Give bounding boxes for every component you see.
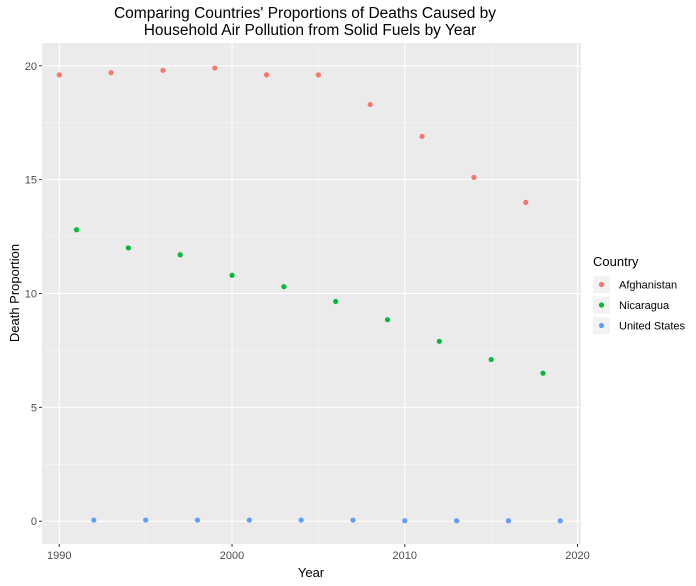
data-point-nicaragua — [125, 245, 131, 251]
legend-marker-united-states — [598, 322, 605, 329]
data-point-united-states — [91, 517, 97, 523]
data-point-nicaragua — [540, 370, 546, 376]
data-point-nicaragua — [281, 284, 287, 290]
y-tick-label: 5 — [31, 402, 37, 414]
x-tick-label: 1990 — [47, 550, 71, 562]
legend-label-afghanistan: Afghanistan — [619, 280, 677, 292]
data-point-afghanistan — [419, 133, 425, 139]
data-point-afghanistan — [523, 199, 529, 206]
data-point-nicaragua — [333, 298, 339, 305]
legend-title: Country — [593, 254, 639, 269]
legend-marker-nicaragua — [598, 302, 605, 308]
data-point-united-states — [402, 518, 408, 524]
data-point-afghanistan — [471, 174, 477, 180]
x-tick-label: 2000 — [220, 550, 244, 562]
data-points — [56, 65, 563, 524]
data-point-afghanistan — [367, 101, 373, 108]
data-point-nicaragua — [488, 356, 494, 363]
y-tick-label: 15 — [25, 175, 37, 187]
x-axis-title: Year — [298, 565, 325, 580]
data-point-united-states — [350, 517, 356, 523]
y-tick-label: 20 — [25, 61, 37, 73]
chart-title-line-1: Comparing Countries' Proportions of Deat… — [114, 5, 496, 22]
data-point-afghanistan — [56, 72, 62, 78]
x-tick-label: 2020 — [565, 550, 589, 562]
data-point-afghanistan — [315, 72, 322, 78]
data-point-afghanistan — [160, 67, 166, 73]
chart-title-line-2: Household Air Pollution from Solid Fuels… — [144, 22, 477, 39]
data-point-nicaragua — [177, 252, 183, 258]
grid-major — [42, 43, 581, 544]
legend: Country Afghanistan Nicaragua United State… — [593, 254, 686, 334]
legend-label-united-states: United States — [619, 321, 686, 333]
legend-label-nicaragua: Nicaragua — [619, 300, 670, 312]
axis-ticks: 1990 2000 2010 2020 0 5 10 15 20 — [25, 61, 590, 562]
data-point-united-states — [298, 517, 304, 523]
data-point-afghanistan — [212, 65, 218, 71]
data-point-united-states — [194, 517, 201, 523]
y-tick-label: 0 — [31, 516, 37, 528]
data-point-united-states — [505, 518, 512, 524]
data-point-afghanistan — [263, 72, 270, 78]
legend-marker-afghanistan — [598, 281, 605, 288]
data-point-united-states — [246, 517, 252, 523]
y-axis-title: Death Proportion — [7, 244, 22, 342]
data-point-united-states — [557, 518, 563, 524]
x-tick-label: 2010 — [393, 550, 417, 562]
data-point-nicaragua — [229, 272, 235, 278]
data-point-united-states — [143, 517, 149, 523]
data-point-united-states — [454, 518, 460, 524]
y-tick-label: 10 — [25, 289, 37, 301]
data-point-nicaragua — [436, 338, 442, 344]
data-point-nicaragua — [73, 227, 80, 233]
data-point-afghanistan — [108, 70, 114, 76]
data-point-nicaragua — [384, 317, 391, 323]
